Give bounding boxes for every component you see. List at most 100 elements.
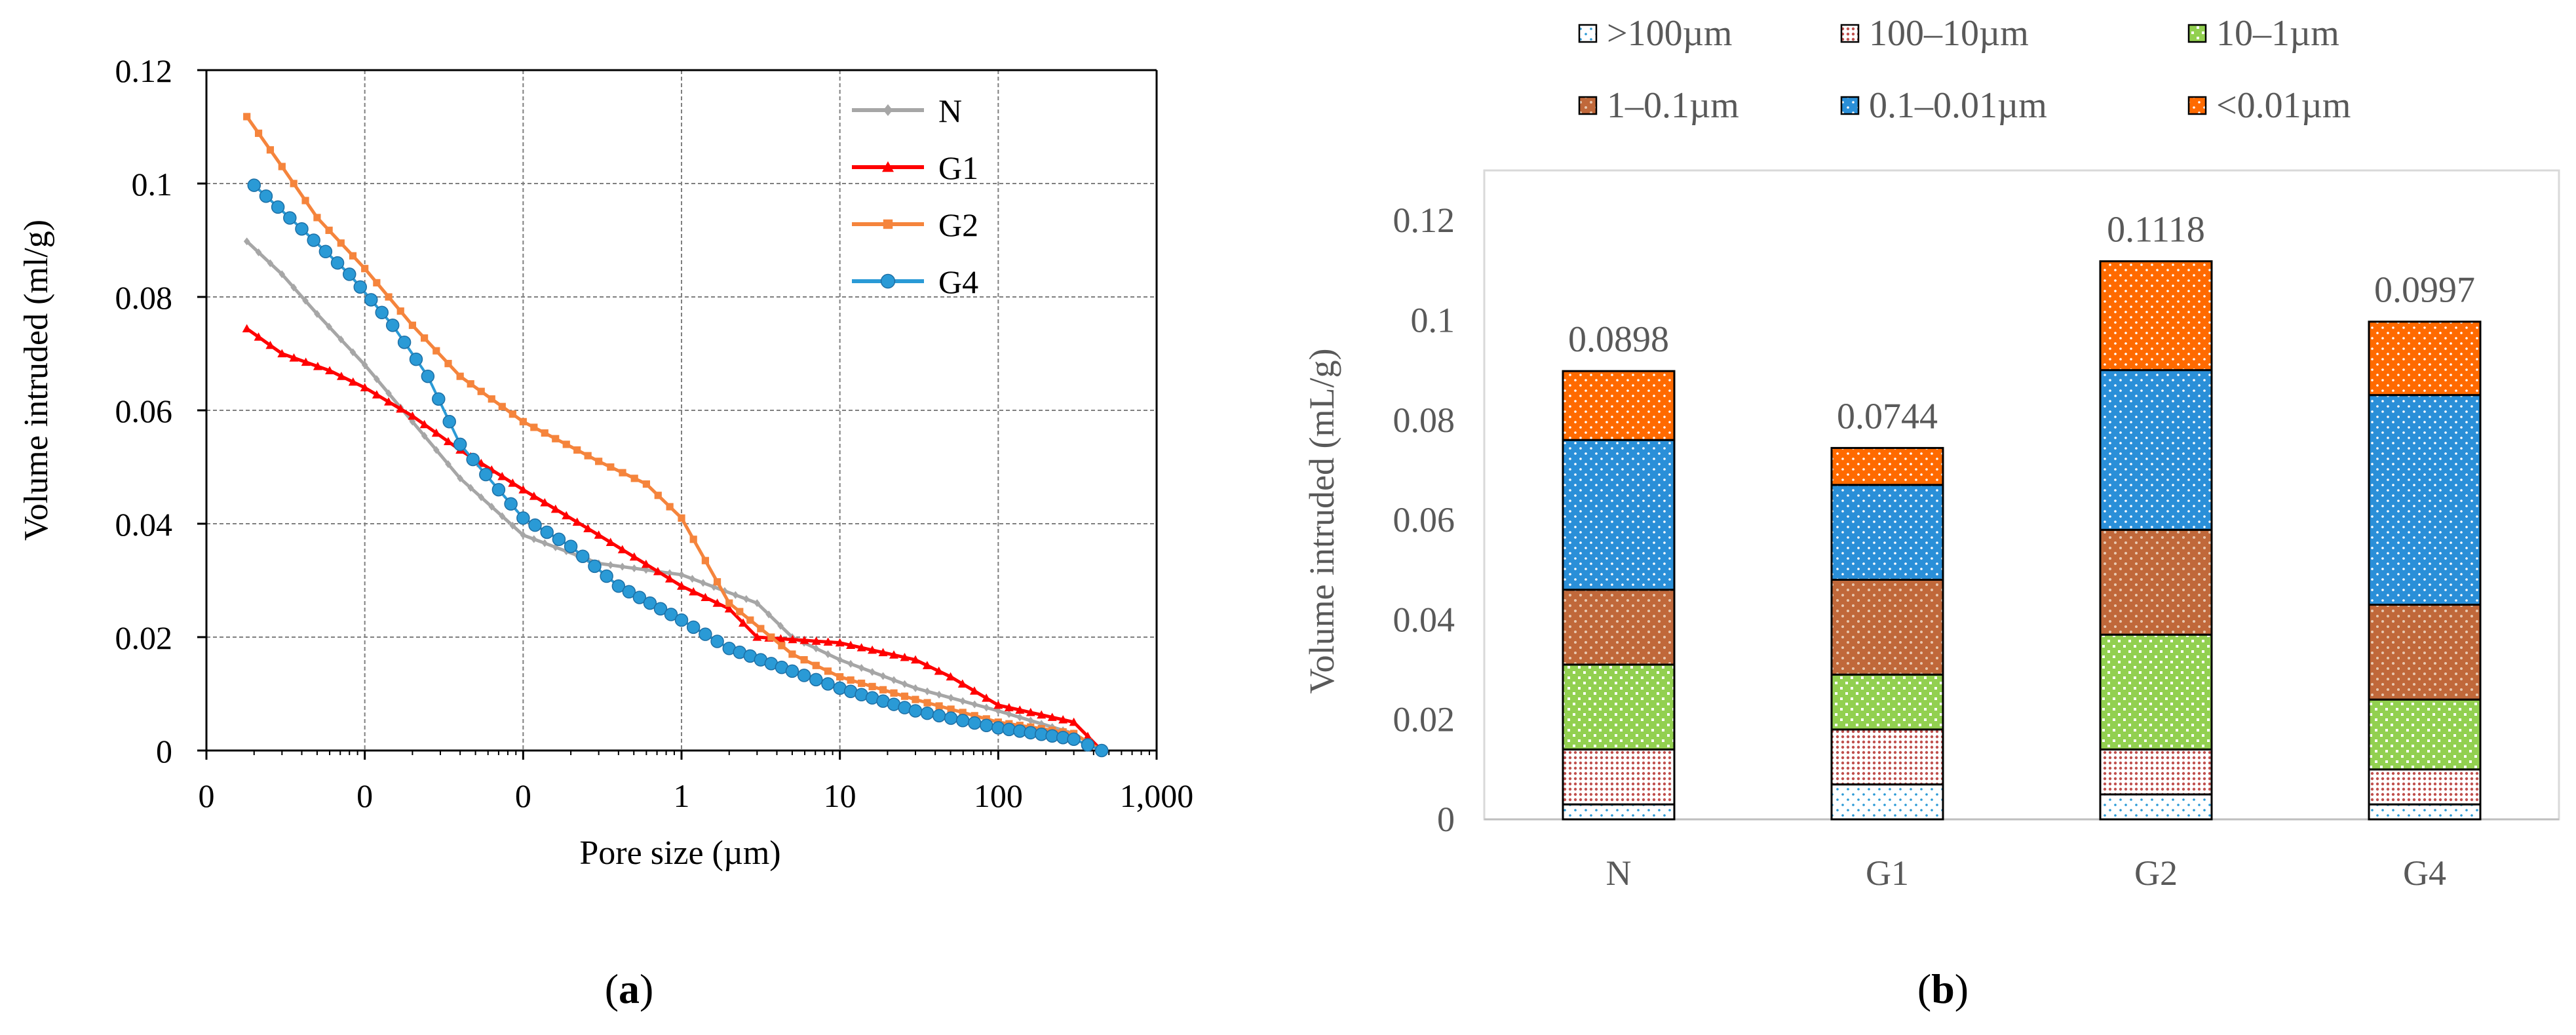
a-point-N bbox=[385, 389, 392, 398]
a-point-N bbox=[891, 676, 897, 684]
panel-b-x-ticks: N G1 G2 G4 bbox=[1606, 853, 2447, 893]
b-segment-G2-3 bbox=[2099, 528, 2213, 636]
a-point-G2 bbox=[900, 692, 909, 700]
a-y-tick-label: 0.06 bbox=[115, 393, 173, 429]
panel-a-series bbox=[242, 113, 1109, 758]
b-segment-G1-5 bbox=[1830, 446, 1944, 486]
a-point-G4 bbox=[653, 602, 668, 615]
a-point-G1 bbox=[408, 411, 417, 420]
a-point-N bbox=[337, 335, 345, 343]
a-point-G1 bbox=[910, 655, 920, 664]
a-point-N bbox=[983, 703, 990, 712]
a-point-G4 bbox=[611, 579, 626, 593]
a-point-G4 bbox=[622, 585, 636, 599]
a-point-G1 bbox=[336, 372, 346, 380]
a-point-G4 bbox=[686, 620, 701, 635]
a-point-G1 bbox=[419, 420, 429, 429]
a-point-N bbox=[879, 672, 887, 680]
a-point-G2 bbox=[349, 252, 357, 260]
a-point-N bbox=[457, 474, 463, 482]
a-series-N bbox=[243, 237, 1105, 754]
a-point-G1 bbox=[982, 693, 991, 702]
a-series-line-G1 bbox=[246, 327, 1103, 752]
b-legend-swatch-3 bbox=[1578, 96, 1598, 115]
b-segment-G2-4 bbox=[2099, 369, 2213, 531]
a-point-G1 bbox=[835, 638, 845, 647]
a-point-G1 bbox=[594, 530, 604, 539]
a-legend-marker-G4 bbox=[880, 273, 896, 289]
a-point-G4 bbox=[908, 704, 923, 718]
a-point-G1 bbox=[242, 324, 252, 333]
a-point-N bbox=[630, 564, 638, 572]
a-point-G2 bbox=[530, 423, 538, 431]
a-point-G4 bbox=[330, 256, 345, 270]
a-point-G1 bbox=[540, 498, 550, 507]
panel-b-y-ticks: 0 0.02 0.04 0.06 0.08 0.1 0.12 bbox=[1393, 201, 1455, 839]
b-segment-G1-0 bbox=[1830, 783, 1944, 821]
a-point-G2 bbox=[746, 616, 754, 624]
a-point-N bbox=[836, 655, 843, 664]
a-x-tick-label: 1,000 bbox=[1120, 777, 1194, 814]
a-point-G2 bbox=[477, 387, 485, 395]
a-point-G2 bbox=[935, 702, 943, 710]
a-point-G2 bbox=[467, 380, 474, 388]
a-point-G4 bbox=[247, 178, 261, 192]
a-point-G2 bbox=[642, 480, 650, 488]
b-segment-N-3 bbox=[1562, 589, 1676, 666]
a-y-tick-label: 0.12 bbox=[115, 52, 173, 89]
a-point-G2 bbox=[444, 360, 452, 368]
a-point-N bbox=[959, 697, 966, 705]
a-point-G2 bbox=[890, 689, 898, 697]
a-point-N bbox=[509, 521, 516, 530]
a-point-G1 bbox=[868, 645, 877, 654]
a-point-G1 bbox=[508, 478, 518, 487]
a-point-G1 bbox=[1058, 715, 1068, 724]
b-segment-G1-1 bbox=[1830, 728, 1944, 786]
b-segment-G2-1 bbox=[2099, 748, 2213, 796]
a-point-G4 bbox=[364, 293, 378, 307]
panel-b-caption-letter: b bbox=[1931, 966, 1955, 1012]
a-point-N bbox=[689, 575, 696, 583]
b-legend-label-3: 1–0.1µm bbox=[1607, 85, 1739, 126]
a-point-N bbox=[924, 687, 931, 695]
b-legend-swatch-0 bbox=[1578, 24, 1598, 43]
a-y-tick-label: 0.1 bbox=[132, 166, 173, 203]
a-point-N bbox=[433, 446, 440, 454]
a-point-N bbox=[619, 562, 626, 571]
panel-a-y-axis-label: Volume intruded (ml/g) bbox=[18, 220, 55, 541]
a-series-G4 bbox=[247, 178, 1109, 758]
a-point-G4 bbox=[920, 706, 934, 720]
a-point-G4 bbox=[385, 319, 400, 332]
a-point-N bbox=[971, 700, 978, 709]
a-point-G1 bbox=[1047, 713, 1057, 721]
a-y-tick-label: 0 bbox=[156, 733, 172, 770]
a-x-tick-label: 0 bbox=[199, 777, 215, 814]
a-point-G4 bbox=[491, 482, 506, 497]
a-point-G2 bbox=[689, 536, 697, 543]
a-point-N bbox=[643, 566, 649, 574]
a-point-G1 bbox=[629, 552, 639, 561]
a-point-N bbox=[777, 621, 784, 630]
a-point-G1 bbox=[946, 672, 955, 681]
a-point-G1 bbox=[518, 485, 528, 494]
a-point-G2 bbox=[361, 265, 369, 273]
a-point-G2 bbox=[456, 372, 464, 380]
panel-b-caption: (b) bbox=[1917, 966, 1969, 1012]
b-legend-swatch-4 bbox=[1840, 96, 1860, 115]
a-point-G2 bbox=[385, 293, 393, 301]
a-point-G1 bbox=[889, 650, 899, 659]
a-legend-marker-N bbox=[883, 104, 893, 116]
a-point-G1 bbox=[878, 648, 888, 657]
a-series-line-G2 bbox=[245, 115, 1103, 752]
a-point-G2 bbox=[595, 458, 603, 465]
a-point-G1 bbox=[957, 679, 967, 688]
a-point-G2 bbox=[313, 214, 321, 222]
a-point-G4 bbox=[576, 549, 590, 563]
b-total-label-G4: 0.0997 bbox=[2374, 270, 2475, 311]
b-segment-G4-2 bbox=[2368, 698, 2482, 771]
a-point-G1 bbox=[1004, 703, 1014, 712]
a-point-G1 bbox=[550, 504, 560, 513]
b-bar-G4 bbox=[2368, 321, 2482, 821]
a-point-G2 bbox=[433, 347, 440, 355]
a-point-N bbox=[467, 484, 474, 492]
